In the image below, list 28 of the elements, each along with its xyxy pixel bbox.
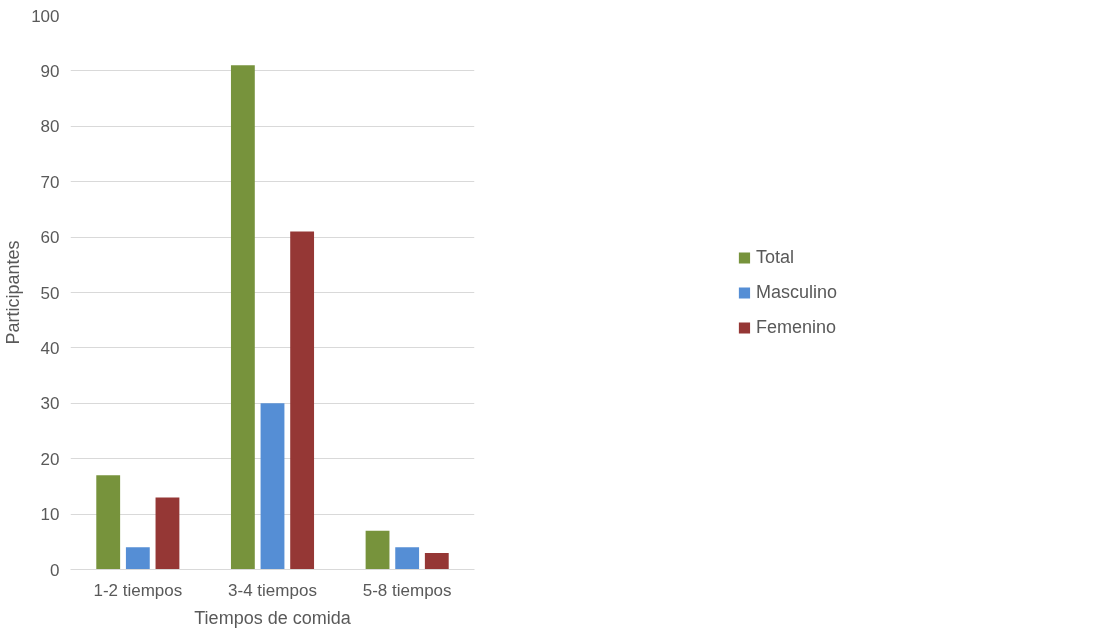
bar [260,403,285,570]
y-tick-label: 30 [40,394,60,414]
x-tick-label: 3-4 tiempos [228,580,317,600]
y-axis-title: Participantes [3,240,24,345]
bar [96,475,121,570]
y-tick-label: 10 [40,505,60,525]
bar [125,547,150,570]
y-tick-label: 80 [40,117,60,137]
bar [155,497,180,570]
bar [290,231,315,570]
legend-label: Total [755,246,795,268]
bar [395,547,420,570]
y-tick-label: 50 [40,283,60,303]
x-axis-title: Tiempos de comida [194,607,352,628]
legend-label: Masculino [755,281,838,303]
y-tick-label: 100 [31,6,60,26]
y-tick-label: 90 [40,61,60,81]
x-tick-label: 5-8 tiempos [362,580,452,600]
bar [365,530,390,570]
bar [424,552,449,570]
legend-label: Femenino [755,316,837,338]
y-tick-label: 70 [40,172,60,192]
y-tick-label: 40 [40,338,60,358]
y-tick-label: 0 [50,560,60,580]
y-tick-label: 20 [40,449,60,469]
bar [230,65,255,570]
y-tick-label: 60 [40,228,60,248]
x-tick-label: 1-2 tiempos [93,580,183,600]
